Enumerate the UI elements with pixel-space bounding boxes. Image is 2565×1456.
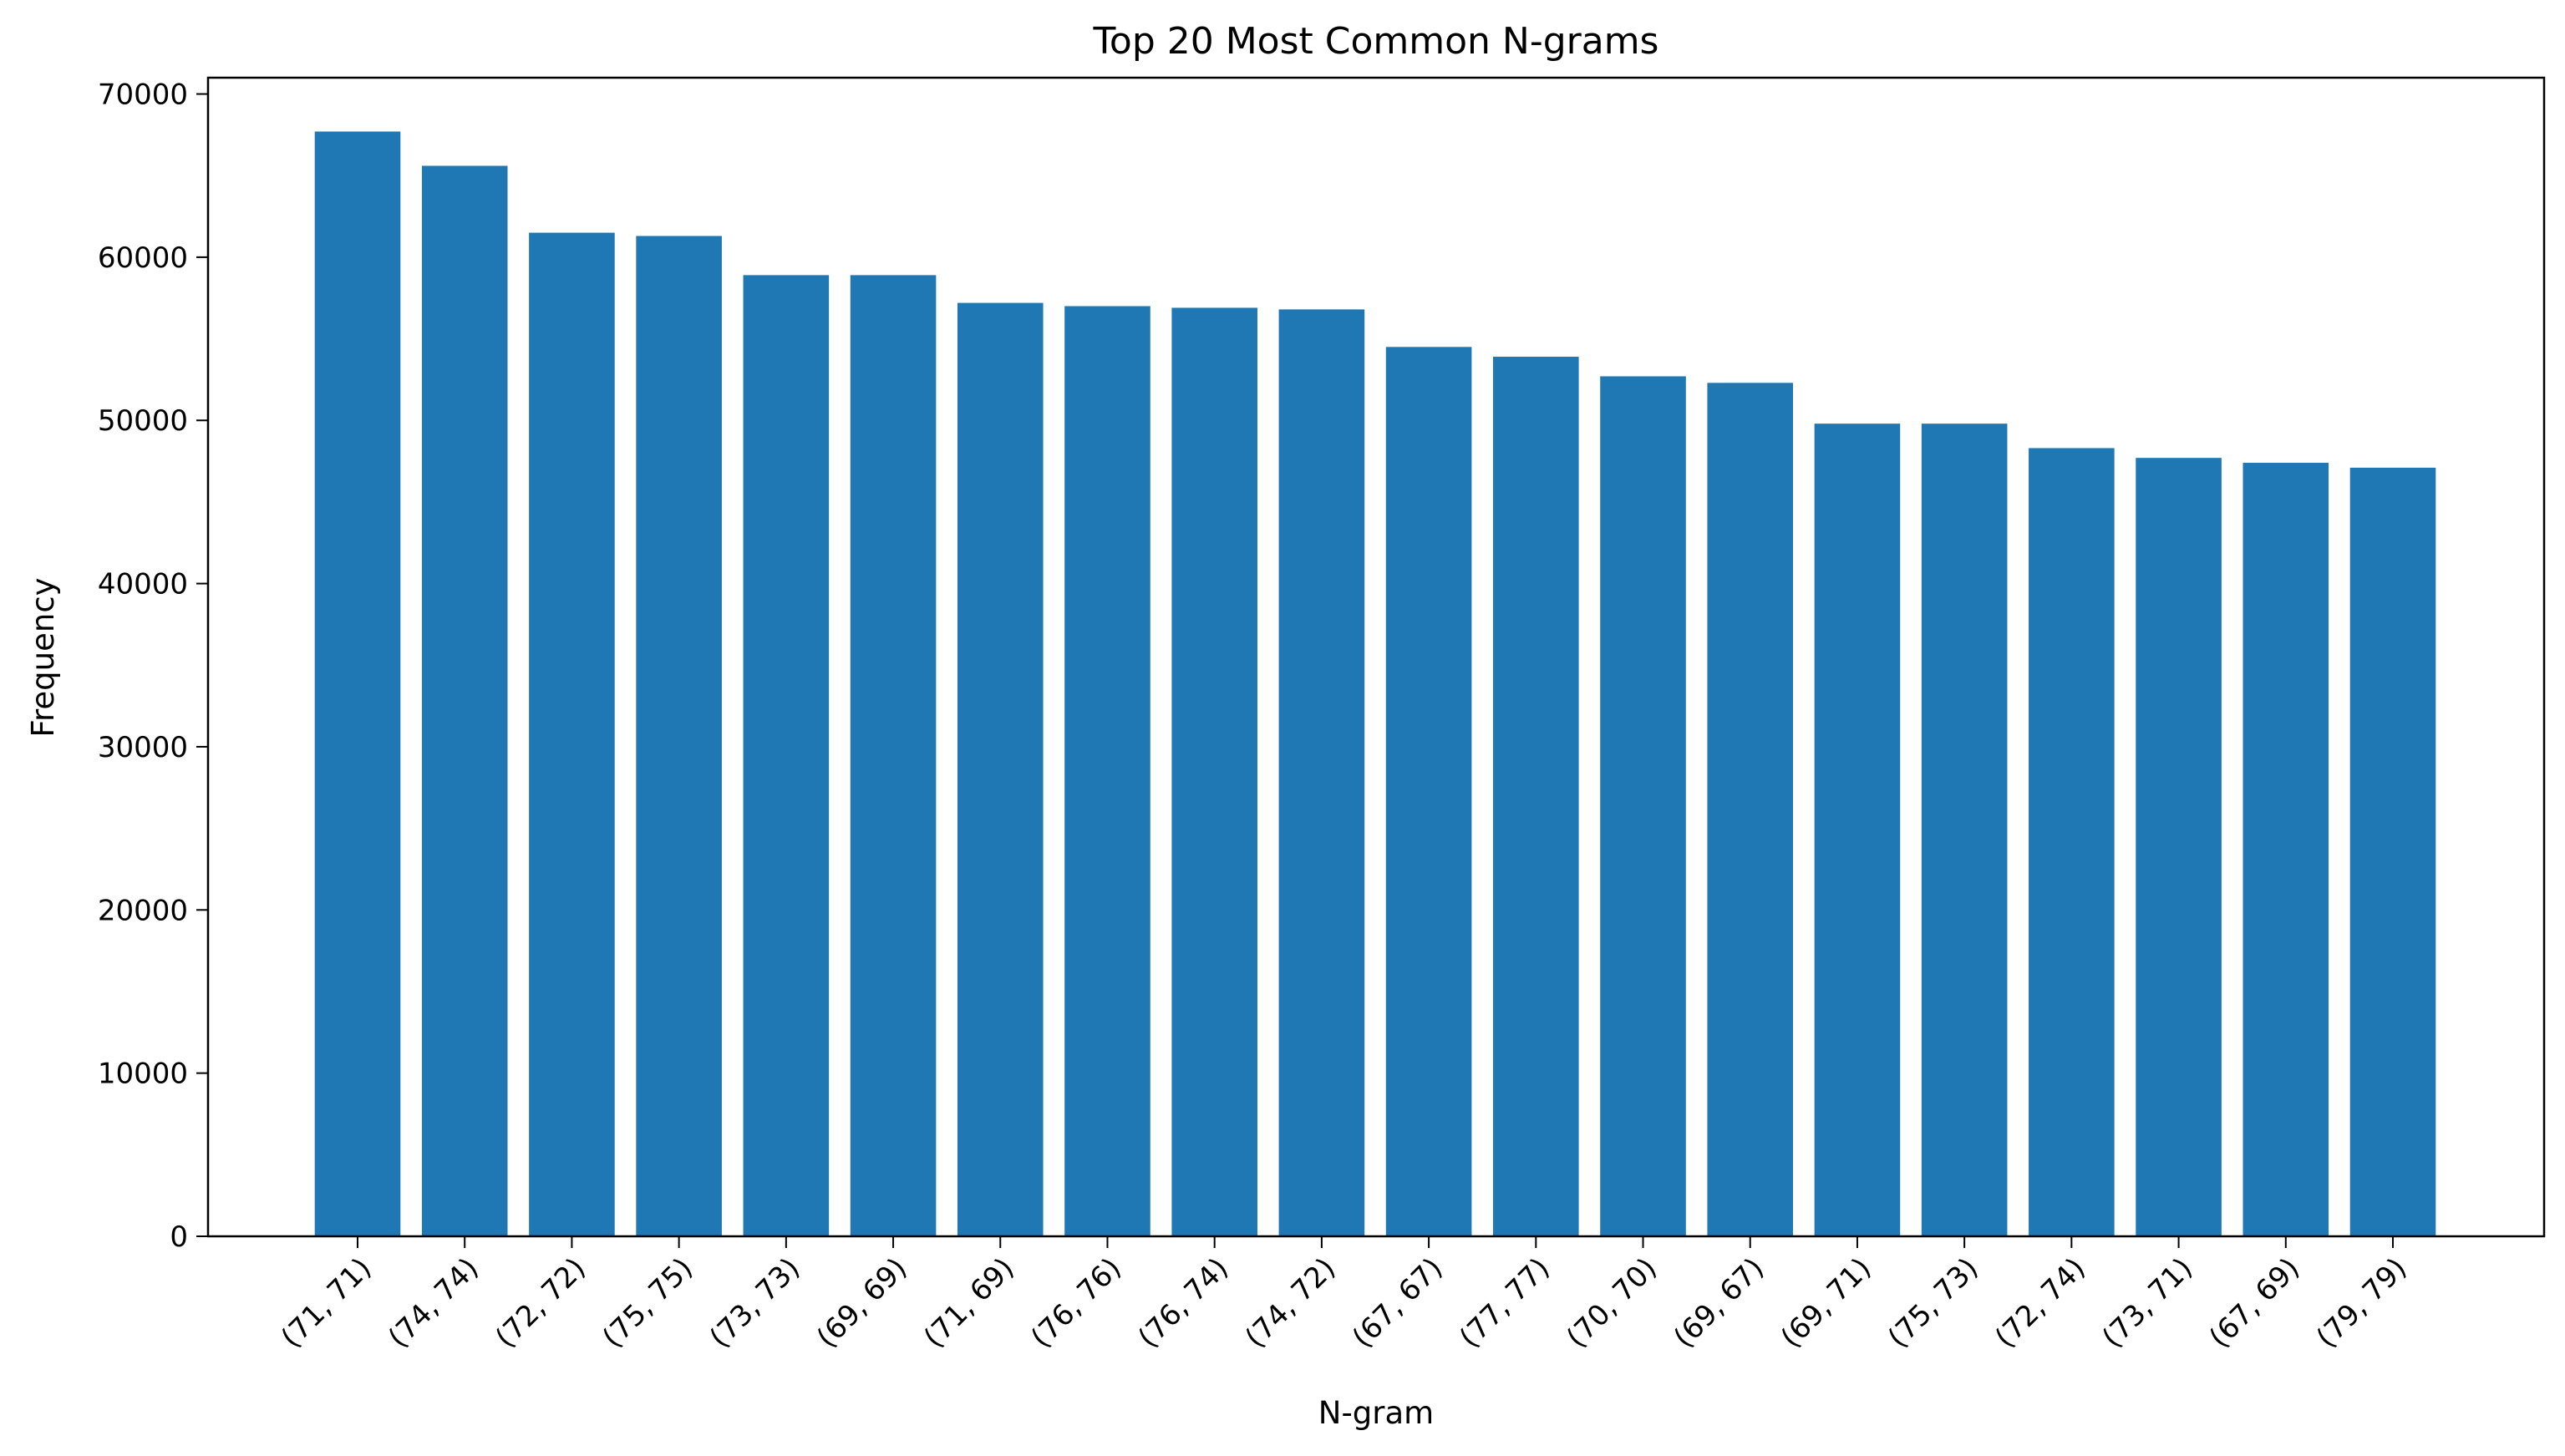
y-axis-label: Frequency bbox=[25, 577, 61, 737]
x-axis: (71, 71) (74, 74) (72, 72) (75, 75) (73, 73)… bbox=[275, 1236, 2414, 1355]
x-tick-label-3: (75, 75) bbox=[596, 1251, 699, 1355]
x-tick-label-12: (70, 70) bbox=[1560, 1251, 1663, 1355]
x-tick-label-1: (74, 74) bbox=[382, 1251, 485, 1355]
y-tick-label-3: 30000 bbox=[98, 731, 188, 764]
y-tick-label-6: 60000 bbox=[98, 241, 188, 275]
x-tick-label-7: (76, 76) bbox=[1024, 1251, 1128, 1355]
bar-10 bbox=[1385, 347, 1472, 1237]
x-tick-label-8: (76, 74) bbox=[1132, 1251, 1236, 1355]
bar-16 bbox=[2029, 448, 2115, 1236]
chart-title: Top 20 Most Common N-grams bbox=[1093, 20, 1659, 63]
x-tick-label-17: (73, 71) bbox=[2095, 1251, 2199, 1355]
x-tick-label-14: (69, 71) bbox=[1775, 1251, 1878, 1355]
x-tick-label-2: (72, 72) bbox=[489, 1251, 592, 1355]
x-tick-label-4: (73, 73) bbox=[703, 1251, 807, 1355]
bar-9 bbox=[1278, 309, 1365, 1236]
x-tick-label-11: (77, 77) bbox=[1453, 1251, 1557, 1355]
x-tick-label-15: (75, 73) bbox=[1882, 1251, 1985, 1355]
bar-19 bbox=[2349, 467, 2436, 1236]
bars-group bbox=[314, 131, 2436, 1237]
x-tick-label-19: (79, 79) bbox=[2310, 1251, 2414, 1355]
bar-14 bbox=[1814, 424, 1901, 1236]
bar-4 bbox=[743, 275, 830, 1236]
x-tick-label-10: (67, 67) bbox=[1346, 1251, 1450, 1355]
plot-frame bbox=[206, 76, 2546, 1238]
bar-8 bbox=[1171, 307, 1257, 1237]
bar-0 bbox=[314, 131, 401, 1237]
bar-15 bbox=[1921, 424, 2008, 1236]
x-tick-label-9: (74, 72) bbox=[1239, 1251, 1343, 1355]
y-tick-label-5: 50000 bbox=[98, 404, 188, 438]
x-tick-label-16: (72, 74) bbox=[1989, 1251, 2092, 1355]
bar-12 bbox=[1600, 376, 1686, 1236]
bar-6 bbox=[957, 302, 1044, 1237]
bar-17 bbox=[2136, 458, 2222, 1236]
bar-2 bbox=[529, 232, 615, 1237]
bar-11 bbox=[1493, 357, 1579, 1236]
x-tick-label-0: (71, 71) bbox=[275, 1251, 378, 1355]
bar-13 bbox=[1707, 383, 1794, 1236]
y-tick-label-7: 70000 bbox=[98, 79, 188, 112]
bar-1 bbox=[421, 165, 508, 1237]
x-tick-label-5: (69, 69) bbox=[810, 1251, 914, 1355]
y-axis: 0 10000 20000 30000 40000 50000 60000 70000 bbox=[98, 79, 208, 1254]
bar-7 bbox=[1064, 306, 1150, 1236]
bar-5 bbox=[850, 275, 937, 1236]
bar-18 bbox=[2242, 463, 2329, 1236]
y-tick-label-4: 40000 bbox=[98, 568, 188, 601]
x-tick-label-6: (71, 69) bbox=[917, 1251, 1021, 1355]
x-tick-label-18: (67, 69) bbox=[2203, 1251, 2307, 1355]
y-tick-label-1: 10000 bbox=[98, 1058, 188, 1091]
bar-3 bbox=[636, 236, 722, 1236]
y-tick-label-2: 20000 bbox=[98, 894, 188, 927]
x-tick-label-13: (69, 67) bbox=[1668, 1251, 1771, 1355]
y-tick-label-0: 0 bbox=[170, 1220, 188, 1254]
x-axis-label: N-gram bbox=[1318, 1395, 1434, 1431]
